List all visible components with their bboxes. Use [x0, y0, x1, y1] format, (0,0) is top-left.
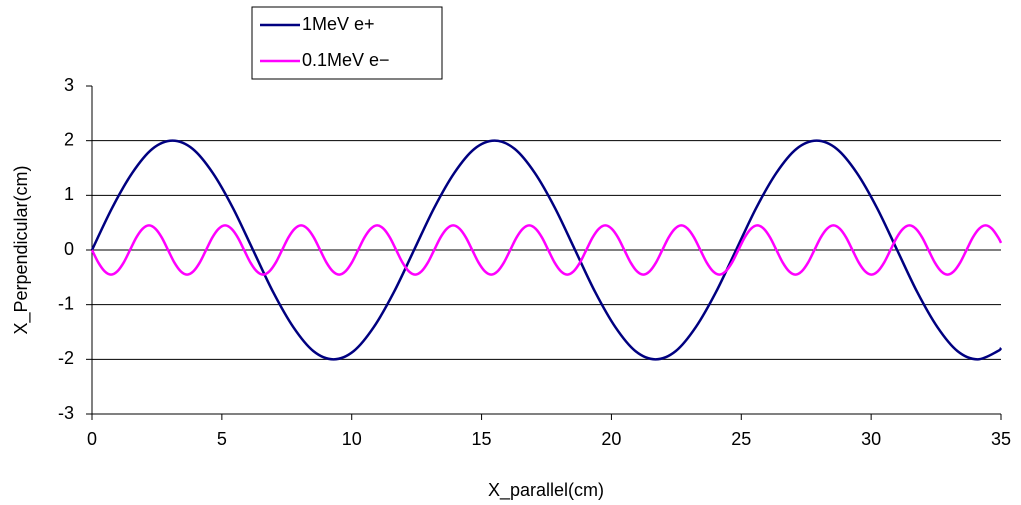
x-axis-label: X_parallel(cm) — [488, 480, 604, 501]
x-tick-label: 0 — [87, 429, 97, 449]
y-tick-label: 2 — [64, 129, 74, 149]
x-tick-label: 25 — [731, 429, 751, 449]
legend-box — [251, 6, 443, 80]
x-tick-label: 15 — [472, 429, 492, 449]
y-tick-label: -3 — [58, 403, 74, 423]
y-tick-label: -2 — [58, 348, 74, 368]
series-line — [90, 224, 1003, 276]
legend-label: 1MeV e+ — [302, 14, 375, 34]
x-tick-label: 5 — [217, 429, 227, 449]
x-tick-label: 20 — [601, 429, 621, 449]
y-axis-label: X_Perpendicular(cm) — [11, 165, 32, 334]
y-tick-label: 3 — [64, 75, 74, 95]
series-line — [90, 139, 1003, 361]
x-tick-label: 10 — [342, 429, 362, 449]
x-tick-label: 35 — [991, 429, 1011, 449]
x-tick-label: 30 — [861, 429, 881, 449]
y-tick-label: 1 — [64, 184, 74, 204]
y-tick-label: -1 — [58, 293, 74, 313]
legend-label: 0.1MeV e− — [302, 50, 390, 70]
y-tick-label: 0 — [64, 239, 74, 259]
